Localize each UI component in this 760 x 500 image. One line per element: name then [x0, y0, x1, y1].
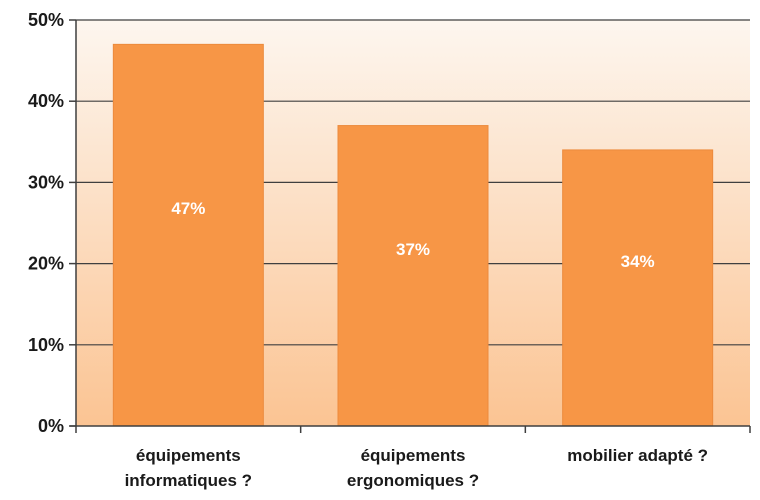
bars — [112, 43, 714, 427]
x-category-label: informatiques ? — [125, 471, 253, 490]
y-tick-label: 20% — [28, 254, 64, 274]
x-category-label: mobilier adapté ? — [567, 446, 708, 465]
y-tick-label: 50% — [28, 10, 64, 30]
bar — [337, 125, 489, 427]
bar — [112, 43, 264, 427]
bar — [562, 149, 714, 427]
y-axis-ticks — [69, 19, 76, 427]
x-category-label: équipements — [361, 446, 466, 465]
y-tick-label: 0% — [38, 416, 64, 436]
y-axis-tick-labels: 0% 10% 20% 30% 40% 50% — [28, 10, 64, 436]
x-category-label: équipements — [136, 446, 241, 465]
y-tick-label: 30% — [28, 172, 64, 192]
data-label: 47% — [171, 199, 205, 218]
data-labels: 47% 37% 34% — [171, 199, 654, 271]
x-axis-category-labels: équipements informatiques ? équipements erg… — [125, 446, 708, 490]
data-label: 37% — [396, 240, 430, 259]
y-tick-label: 40% — [28, 91, 64, 111]
data-label: 34% — [621, 252, 655, 271]
x-axis-ticks — [75, 426, 751, 433]
y-tick-label: 10% — [28, 335, 64, 355]
x-category-label: ergonomiques ? — [347, 471, 479, 490]
